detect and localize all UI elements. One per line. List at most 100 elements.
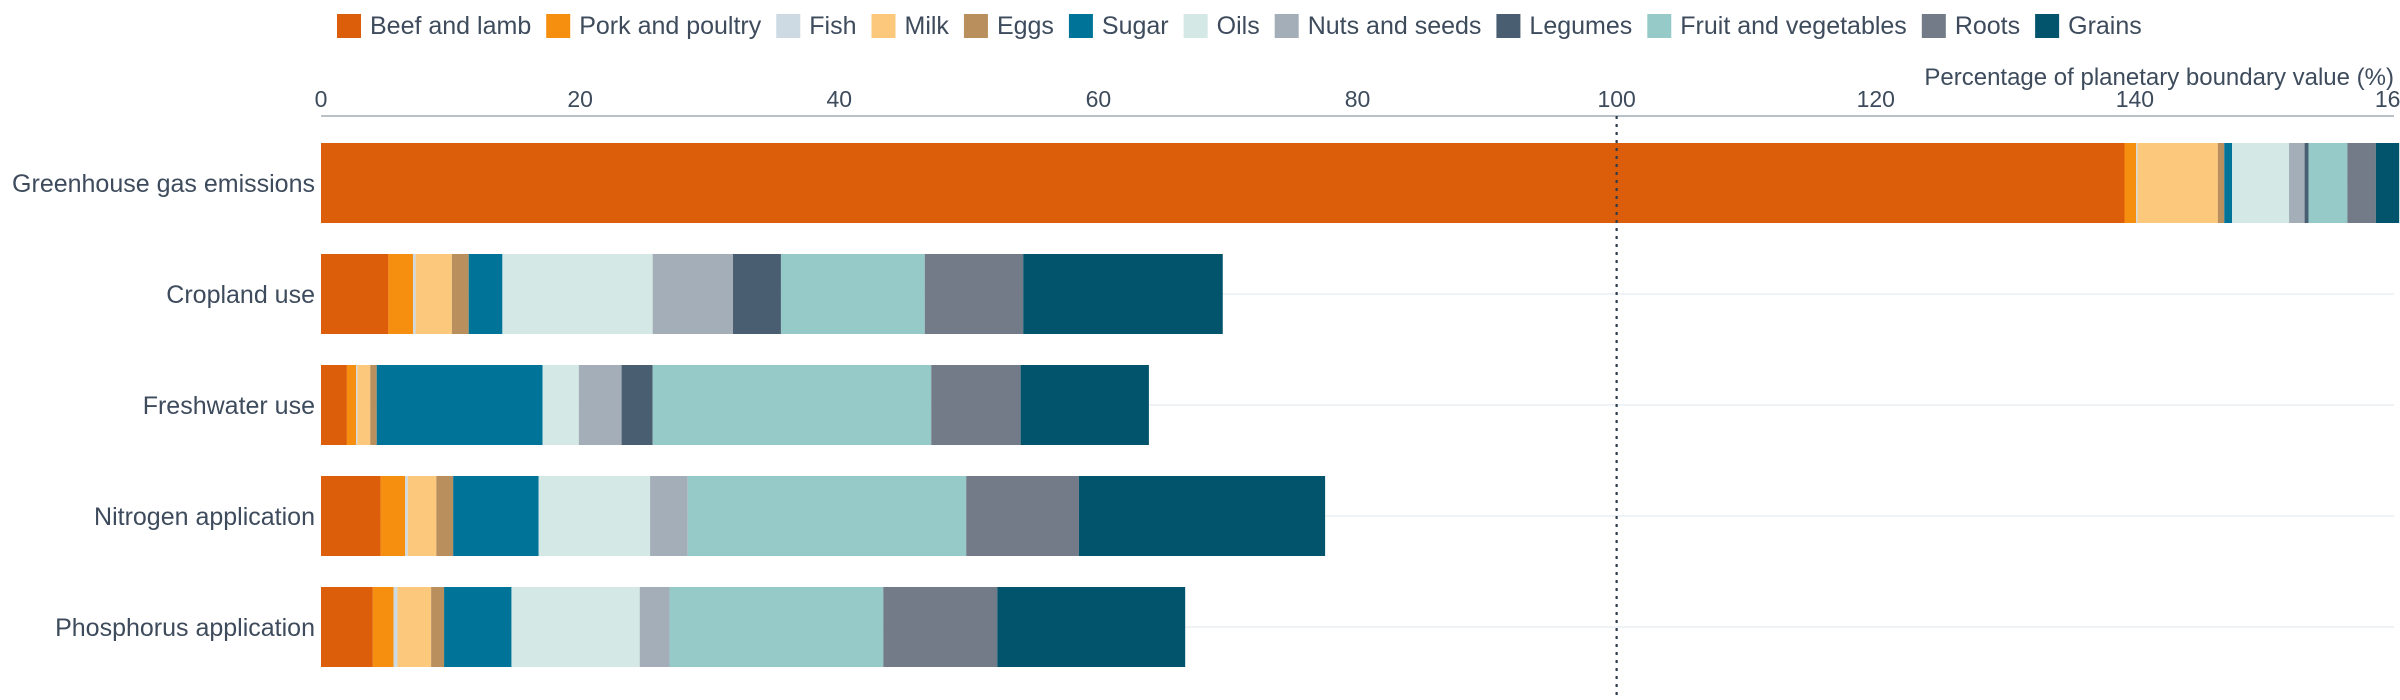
legend-item-pork-and-poultry: Pork and poultry [546,12,762,40]
bar-segment-oils [542,365,579,445]
legend-label-fruit-and-vegetables: Fruit and vegetables [1680,12,1907,40]
bar-segment-roots [924,254,1024,334]
legend-item-sugar: Sugar [1068,12,1169,40]
bar-segment-fruit-and-vegetables [780,254,925,334]
legend-label-eggs: Eggs [997,12,1054,40]
bar-segment-sugar [468,254,503,334]
bar-segment-beef-and-lamb [321,254,389,334]
x-tick-label: 140 [2116,86,2154,112]
bar-segment-eggs [431,587,445,667]
category-label-phosphorus-application: Phosphorus application [55,614,315,642]
bar-segment-eggs [370,365,377,445]
bar-segment-oils [511,587,640,667]
bar-segment-nuts-and-seeds [650,476,688,556]
x-tick-label: 100 [1597,86,1635,112]
bar-segment-beef-and-lamb [321,365,347,445]
x-axis: Percentage of planetary boundary value (… [315,64,2400,117]
bar-segment-nuts-and-seeds [639,587,670,667]
bar-segment-pork-and-poultry [372,587,394,667]
legend-label-pork-and-poultry: Pork and poultry [579,12,762,40]
bar-segment-milk [357,365,371,445]
bar-segment-pork-and-poultry [346,365,356,445]
bar-segment-grains [1078,476,1326,556]
legend-item-legumes: Legumes [1496,12,1632,40]
bar-segment-beef-and-lamb [321,143,2125,223]
bar-segment-fish [405,476,408,556]
legend-swatch-eggs [963,14,988,38]
bar-segment-grains [2375,143,2400,223]
legend-swatch-oils [1183,14,1208,38]
legend-item-roots: Roots [1921,12,2020,40]
category-labels: Greenhouse gas emissions Cropland use Fres… [12,170,315,642]
legend-label-grains: Grains [2068,12,2142,40]
legend-swatch-milk [871,14,896,38]
x-tick-label: 120 [1857,86,1895,112]
bar-segment-fish [355,365,358,445]
legend-swatch-pork-and-poultry [546,14,571,38]
category-label-greenhouse-gas-emissions: Greenhouse gas emissions [12,170,315,198]
legend-label-beef-and-lamb: Beef and lamb [370,12,531,40]
bar-segment-fruit-and-vegetables [687,476,967,556]
x-axis-title: Percentage of planetary boundary value (… [1924,64,2394,91]
bar-segment-fish [2136,143,2138,223]
bar-row-cropland-use [321,254,1223,334]
bar-segment-roots [931,365,1021,445]
bar-segment-sugar [376,365,543,445]
legend-label-sugar: Sugar [1102,12,1169,40]
bar-segment-grains [1023,254,1223,334]
legend-item-oils: Oils [1183,12,1260,40]
bar-row-nitrogen-application [321,476,1326,556]
category-label-nitrogen-application: Nitrogen application [94,503,315,531]
bar-segment-fish [393,587,398,667]
bars [321,143,2400,667]
bar-segment-nuts-and-seeds [578,365,622,445]
bar-segment-nuts-and-seeds [2289,143,2305,223]
bar-segment-grains [1020,365,1149,445]
legend-item-grains: Grains [2035,12,2142,40]
bar-segment-fruit-and-vegetables [669,587,884,667]
bar-segment-legumes [621,365,653,445]
bar-row-greenhouse-gas-emissions [321,143,2400,223]
legend-label-fish: Fish [809,12,856,40]
x-tick-label: 160 [2375,86,2400,112]
legend-item-nuts-and-seeds: Nuts and seeds [1274,12,1482,40]
bar-segment-oils [2232,143,2290,223]
legend-item-fruit-and-vegetables: Fruit and vegetables [1647,12,1907,40]
x-tick-label: 40 [826,86,852,112]
bar-segment-pork-and-poultry [380,476,406,556]
legend-item-eggs: Eggs [963,12,1054,40]
bar-row-freshwater-use [321,365,1149,445]
legend-label-oils: Oils [1217,12,1260,40]
bar-segment-sugar [2224,143,2233,223]
category-label-cropland-use: Cropland use [166,281,315,309]
legend-item-milk: Milk [871,12,949,40]
bar-segment-pork-and-poultry [388,254,413,334]
bar-segment-legumes [2304,143,2309,223]
legend-swatch-roots [1921,14,1946,38]
x-tick-label: 0 [315,86,328,112]
legend: Beef and lamb Pork and poultry Fish Milk Egg… [337,12,2142,40]
bar-segment-nuts-and-seeds [652,254,734,334]
bar-segment-eggs [436,476,454,556]
legend-label-legumes: Legumes [1529,12,1632,40]
bar-segment-milk [407,476,437,556]
legend-swatch-legumes [1496,14,1521,38]
legend-swatch-grains [2035,14,2060,38]
x-tick-label: 20 [567,86,593,112]
bar-segment-sugar [444,587,512,667]
bar-segment-roots [966,476,1079,556]
bar-segment-eggs [2217,143,2225,223]
bar-row-phosphorus-application [321,587,1186,667]
bar-segment-milk [2137,143,2218,223]
legend-swatch-nuts-and-seeds [1274,14,1299,38]
bar-segment-sugar [453,476,539,556]
legend-swatch-fish [776,14,801,38]
bar-segment-eggs [451,254,469,334]
legend-label-nuts-and-seeds: Nuts and seeds [1308,12,1482,40]
x-tick-label: 60 [1086,86,1112,112]
bar-segment-beef-and-lamb [321,587,373,667]
bar-segment-beef-and-lamb [321,476,381,556]
x-tick-label: 80 [1345,86,1371,112]
